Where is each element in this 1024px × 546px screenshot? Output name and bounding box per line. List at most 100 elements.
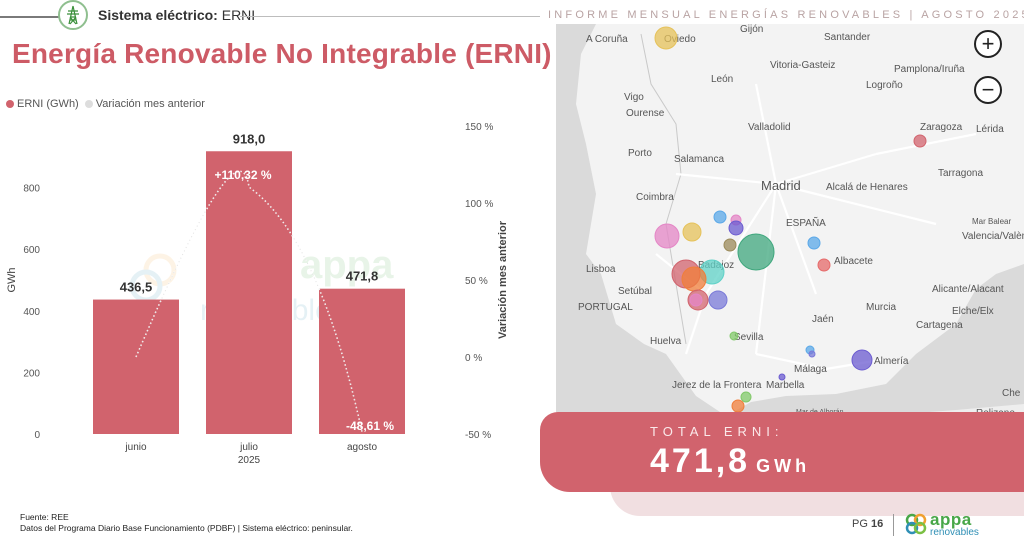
city-label: Marbella — [766, 380, 805, 391]
y2-tick-label: -50 % — [465, 430, 491, 441]
city-label: Zaragoza — [920, 122, 963, 133]
city-label: Málaga — [794, 364, 827, 375]
road — [775, 182, 937, 226]
y2-tick-label: 0 % — [465, 353, 482, 364]
logo-word: appa — [930, 510, 972, 529]
city-label: Ourense — [626, 108, 665, 119]
map-bubble — [708, 290, 728, 310]
road — [754, 183, 778, 355]
chart-legend: ERNI (GWh) Variación mes anterior — [6, 98, 211, 110]
zoom-out-button[interactable]: − — [974, 76, 1002, 104]
city-label: Cartagena — [916, 320, 963, 331]
y-tick-label: 200 — [23, 368, 40, 379]
city-label: Salamanca — [674, 154, 724, 165]
header-rule-left — [0, 16, 62, 18]
y-tick-label: 0 — [34, 430, 40, 441]
legend-item-erni[interactable]: ERNI (GWh) — [6, 98, 79, 110]
road — [675, 172, 777, 186]
x-group-label: 2025 — [238, 455, 261, 466]
variation-label: -48,61 % — [346, 419, 394, 433]
city-label: Pamplona/Iruña — [894, 64, 965, 75]
erni-bar-chart: apparenovables0200400600800GWh-50 %0 %50… — [6, 122, 509, 466]
city-label: Madrid — [761, 178, 801, 193]
city-label: Alicante/Alacant — [932, 284, 1004, 295]
map-bubble — [654, 26, 678, 50]
bar-value-label: 918,0 — [233, 131, 266, 146]
city-label: Coimbra — [636, 192, 674, 203]
city-label: Tarragona — [938, 168, 983, 179]
total-banner: TOTAL ERNI: 471,8 GWh — [540, 412, 1024, 492]
map-bubble — [778, 373, 786, 381]
road — [755, 352, 827, 371]
bar-value-label: 436,5 — [120, 280, 153, 295]
bubble-map[interactable]: A Coruña Oviedo Gijón Santander Vitoria-Gast… — [556, 24, 1024, 464]
svg-text:appa: appa — [300, 243, 394, 287]
report-title: INFORME MENSUAL ENERGÍAS RENOVABLES | AG… — [548, 9, 1024, 21]
map-bubble — [682, 222, 702, 242]
city-label: Santander — [824, 32, 871, 43]
city-label: ESPAÑA — [786, 216, 826, 229]
page-value: 16 — [870, 518, 884, 530]
city-label: Murcia — [866, 302, 896, 313]
map-canvas[interactable]: A Coruña Oviedo Gijón Santander Vitoria-Gast… — [556, 24, 1024, 464]
road — [775, 152, 877, 186]
zoom-in-button[interactable]: + — [974, 30, 1002, 58]
map-bubble — [729, 331, 739, 341]
land-area — [576, 24, 1024, 416]
city-label: Vitoria-Gasteiz — [770, 60, 835, 71]
city-label: Gijón — [740, 24, 763, 35]
city-label: Alcalá de Henares — [826, 182, 908, 193]
total-number: 471,8 — [650, 442, 751, 480]
legend-dot-variacion — [84, 100, 93, 108]
x-tick-label: julio — [239, 442, 258, 453]
city-label: Che — [1002, 388, 1021, 399]
page-number: PG 16 — [852, 518, 883, 530]
bar-agosto — [319, 288, 405, 434]
section-label: Sistema eléctrico: ERNI — [98, 7, 255, 23]
variation-line — [135, 170, 363, 433]
legend-label-erni: ERNI (GWh) — [17, 98, 79, 110]
city-label: León — [711, 74, 733, 85]
city-label: Vigo — [624, 92, 644, 103]
city-label: Mar Balear — [972, 217, 1011, 226]
city-label: Logroño — [866, 80, 903, 91]
map-bubble — [689, 293, 703, 307]
legend-label-variacion: Variación mes anterior — [95, 98, 205, 110]
map-bubble — [817, 258, 831, 272]
map-bubble — [654, 223, 680, 249]
legend-item-variacion[interactable]: Variación mes anterior — [84, 98, 205, 110]
city-label: Oviedo — [664, 34, 696, 45]
city-label: Elche/Elx — [952, 306, 994, 317]
footer-source: Fuente: REE — [20, 512, 69, 522]
footer-divider — [893, 514, 894, 536]
y-tick-label: 400 — [23, 307, 40, 318]
footer-note: Datos del Programa Diario Base Funcionam… — [20, 523, 353, 533]
city-label: Jaén — [812, 314, 834, 325]
section-prefix: Sistema eléctrico: — [98, 7, 218, 23]
map-bubble — [731, 399, 745, 413]
legend-dot-erni — [6, 100, 14, 108]
y2-axis-label: Variación mes anterior — [497, 220, 509, 339]
y2-tick-label: 50 % — [465, 276, 488, 287]
city-label: Sevilla — [734, 332, 764, 343]
city-label: Lisboa — [586, 264, 616, 275]
total-value: 471,8 GWh — [650, 442, 810, 481]
city-label: Lérida — [976, 124, 1004, 135]
page-prefix: PG — [852, 518, 868, 530]
x-tick-label: agosto — [347, 442, 377, 453]
header-rule-right — [240, 16, 540, 17]
total-unit: GWh — [756, 456, 811, 476]
city-label: Jerez de la Frontera — [672, 380, 762, 391]
section-name: ERNI — [221, 7, 256, 23]
y2-tick-label: 150 % — [465, 122, 493, 133]
road — [754, 83, 778, 185]
y-tick-label: 800 — [23, 184, 40, 195]
city-label: Porto — [628, 148, 652, 159]
x-tick-label: junio — [124, 442, 147, 453]
city-label: Valencia/València — [962, 231, 1024, 242]
map-bubble — [681, 266, 707, 292]
city-label: A Coruña — [586, 34, 628, 45]
power-tower-icon — [58, 0, 88, 30]
city-label: Albacete — [834, 256, 873, 267]
city-label: PORTUGAL — [578, 302, 633, 313]
